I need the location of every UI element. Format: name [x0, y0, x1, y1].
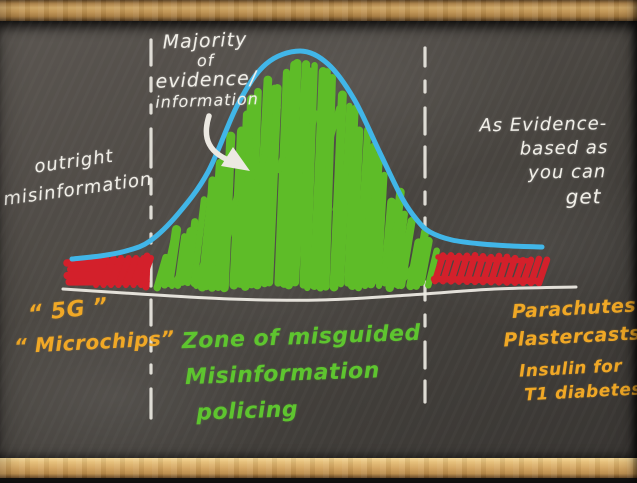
chalkboard-frame-bottom	[0, 458, 637, 478]
red-scribble-left	[63, 252, 154, 291]
green-scribble-area	[153, 58, 440, 293]
red-scribble-right	[430, 251, 551, 287]
baseline	[61, 285, 578, 302]
frame-bottom-shadow	[0, 478, 637, 483]
arrowhead-icon	[221, 147, 250, 171]
evidence-curve	[69, 48, 545, 262]
chalkboard-frame-top	[0, 0, 637, 21]
